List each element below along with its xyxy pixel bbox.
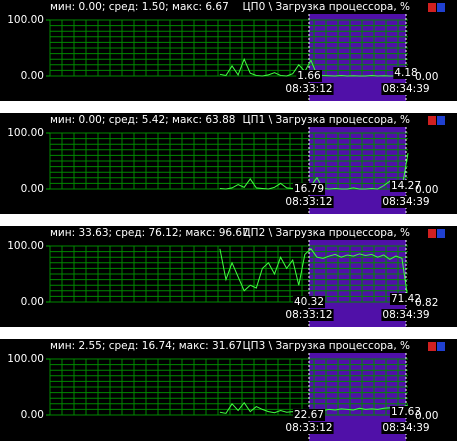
stats: мин: 2.55; сред: 16.74; макс: 31.67 [50,340,242,352]
value-label: 08:33:12 [285,309,332,321]
stats: мин: 0.00; сред: 1.50; макс: 6.67 [50,1,229,13]
icon [428,116,436,125]
y-tick-label: 0.00 [21,183,44,195]
label-bg [381,83,431,95]
value-label: 40.32 [294,296,324,308]
icon [428,3,436,12]
value-label: 08:33:12 [285,422,332,434]
y-tick-label: 0.00 [21,70,44,82]
label-bg [292,409,326,421]
value-label: 08:34:39 [382,196,429,208]
label-bg [284,422,334,434]
y-tick-label: 100.00 [7,127,44,139]
current-value: 0.82 [415,297,438,309]
title: ЦП3 \ Загрузка процессора, % [243,340,411,352]
value-label: 4.18 [394,67,417,79]
label-bg [292,296,326,308]
y-tick-label: 100.00 [7,14,44,26]
y-tick-label: 0.00 [21,296,44,308]
current-value: 0.00 [415,410,438,422]
label-bg [389,180,423,192]
y-tick-label: 100.00 [7,353,44,365]
value-label: 16.79 [294,183,324,195]
label-bg [381,196,431,208]
value-label: 08:34:39 [382,422,429,434]
value-label: 08:34:39 [382,83,429,95]
label-bg [381,422,431,434]
value-label: 17.63 [391,406,421,418]
value-label: 08:34:39 [382,309,429,321]
value-label: 08:33:12 [285,83,332,95]
title: ЦП1 \ Загрузка процессора, % [243,114,411,126]
cpu-line [219,57,409,77]
value-label: 71.42 [391,293,421,305]
icon [437,342,445,351]
stats: мин: 0.00; сред: 5.42; макс: 63.88 [50,114,235,126]
label-bg [389,293,423,305]
label-bg [284,309,334,321]
icon [437,3,445,12]
label-bg [292,183,326,195]
y-tick-label: 100.00 [7,240,44,252]
value-label: 1.66 [297,70,321,82]
label-bg [389,406,423,418]
label-bg [296,70,323,82]
icon [437,229,445,238]
current-value: 0.00 [415,184,438,196]
value-label: 22.67 [294,409,324,421]
cpu-line [219,153,409,190]
current-value: 0.00 [415,71,438,83]
value-label: 08:33:12 [285,196,332,208]
icon [428,229,436,238]
stats: мин: 33.63; сред: 76.12; макс: 96.67 [50,227,249,239]
cpu-line [219,248,409,300]
icon [428,342,436,351]
value-label: 14.27 [391,180,421,192]
label-bg [284,83,334,95]
label-bg [381,309,431,321]
y-tick-label: 0.00 [21,409,44,421]
icon [437,116,445,125]
label-bg [284,196,334,208]
title: ЦП0 \ Загрузка процессора, % [243,1,411,13]
title: ЦП2 \ Загрузка процессора, % [243,227,411,239]
label-bg [393,67,419,79]
